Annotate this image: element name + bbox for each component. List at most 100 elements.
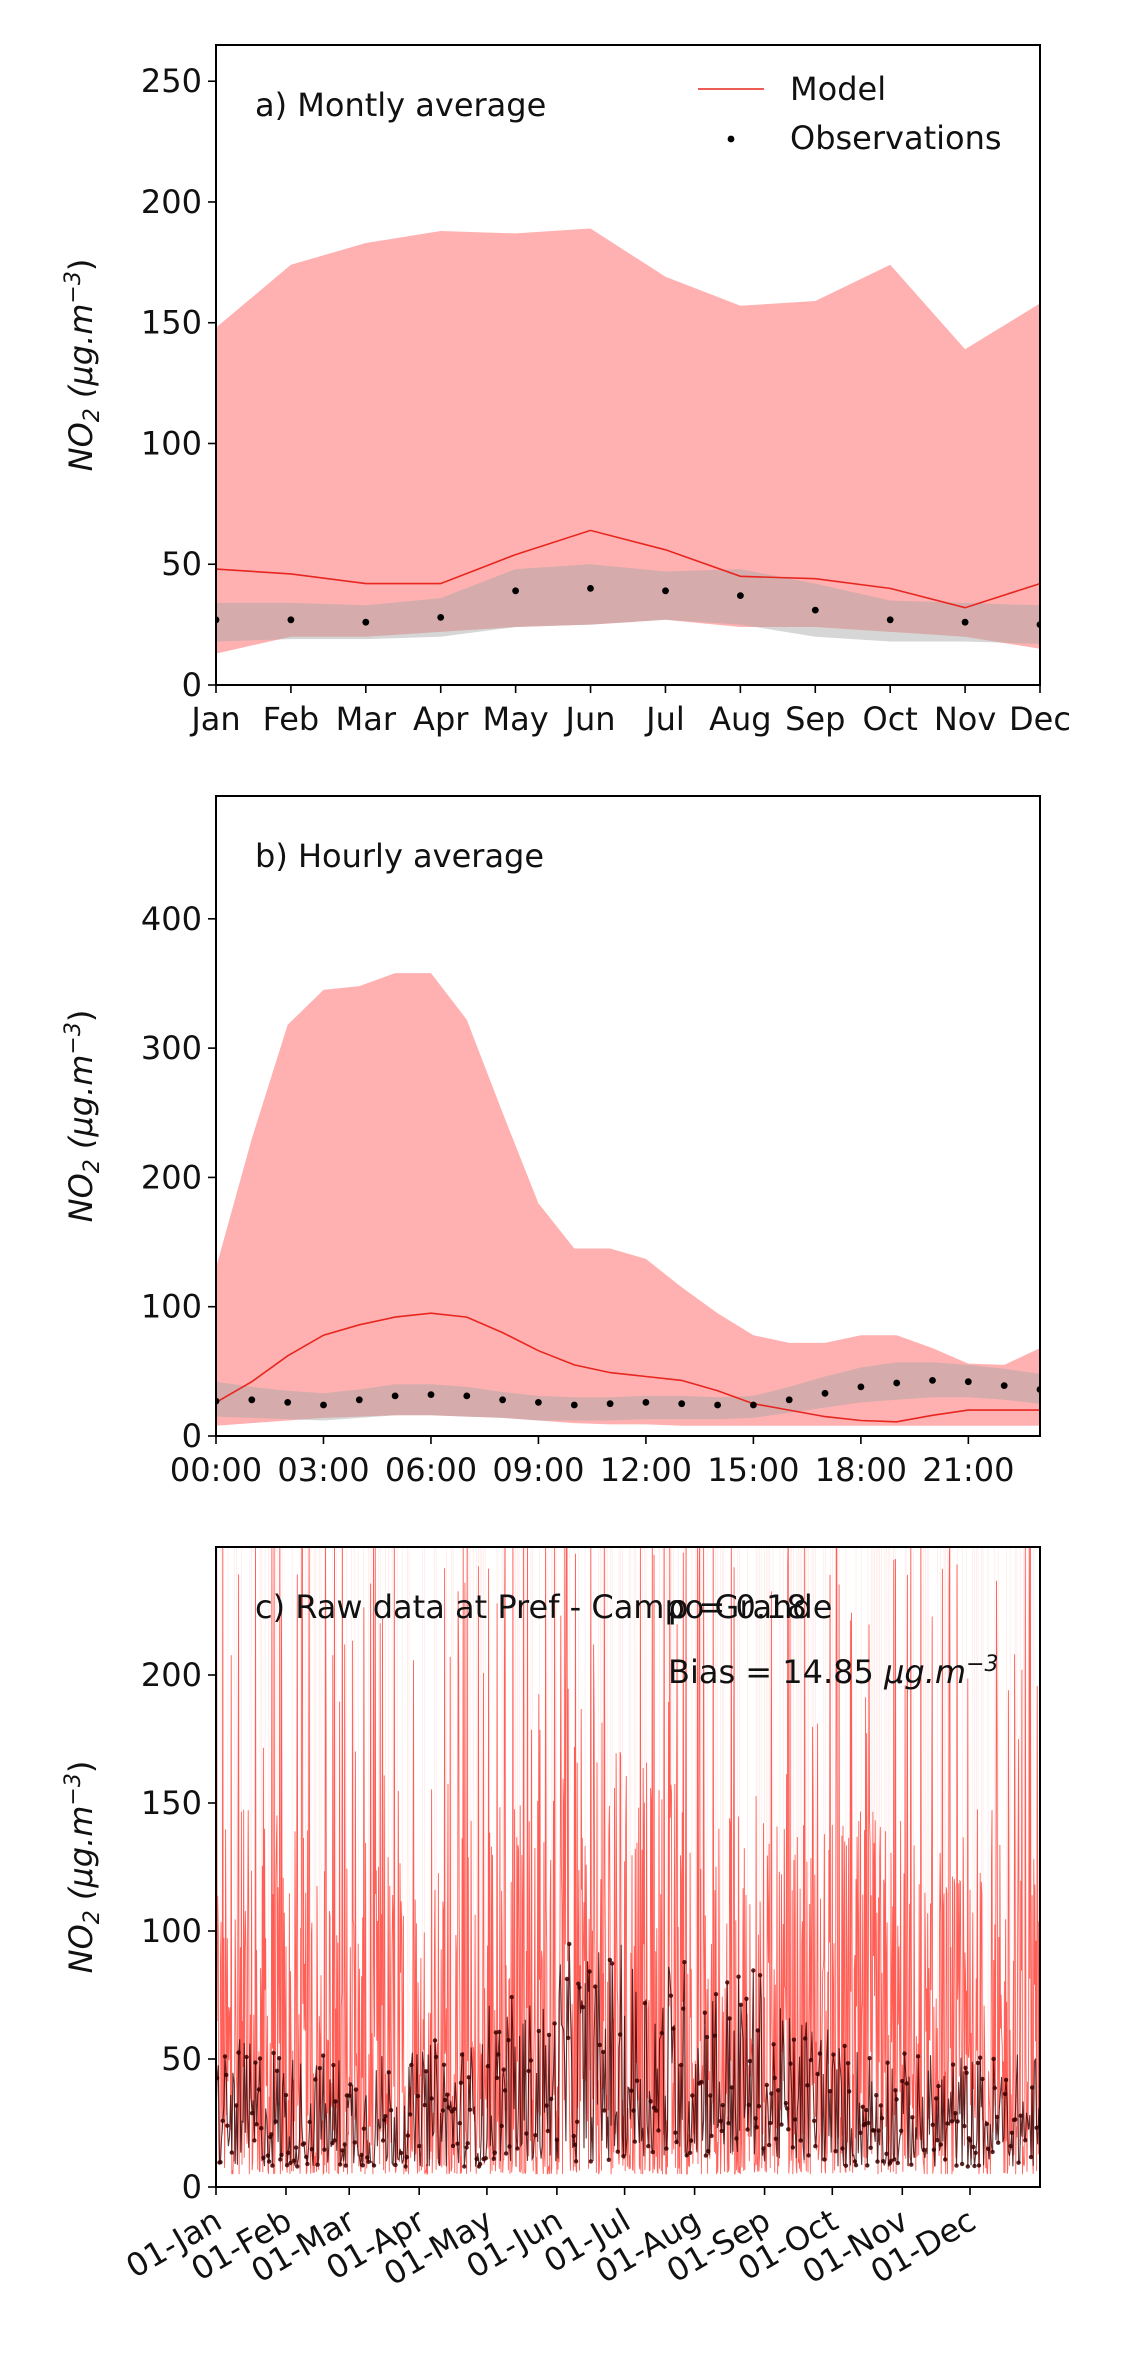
observation-point — [1000, 1382, 1008, 1389]
model-line — [216, 1312, 1040, 1423]
y-tick-label: 50 — [161, 2040, 202, 2078]
y-tick-label: 0 — [182, 1417, 202, 1455]
x-tick-label: 12:00 — [600, 1451, 692, 1489]
observation-point — [886, 616, 894, 624]
observation-point — [857, 1383, 865, 1391]
x-tick-label: Sep — [785, 700, 845, 738]
x-tick-label: Jan — [189, 700, 240, 738]
y-tick-label: 0 — [182, 2168, 202, 2206]
plot-frame — [215, 44, 1041, 686]
observation-point — [964, 1378, 972, 1386]
x-tick-label: Jul — [644, 700, 685, 738]
y-tick-label: 0 — [182, 666, 202, 704]
legend: Model Observations — [698, 70, 1002, 157]
correlation-annotation: ρ = 0.18 — [668, 1588, 807, 1626]
observation-point — [961, 618, 969, 626]
plot-frame — [215, 1546, 1041, 2188]
observation-point — [512, 587, 519, 595]
observation-point — [248, 1396, 256, 1404]
x-tick-label: 03:00 — [277, 1451, 369, 1489]
x-tick-label: 15:00 — [707, 1451, 799, 1489]
panel-title: a) Montly average — [255, 86, 546, 124]
x-axis: 00:00 03:00 06:00 09:00 12:00 15:00 18:00 21:00 — [170, 1436, 1014, 1489]
y-axis: 0 100 200 300 400 — [141, 900, 216, 1455]
observation-range-area — [216, 564, 1040, 644]
x-tick-label: 18:00 — [815, 1451, 907, 1489]
model-range-band — [216, 973, 1040, 1426]
y-tick-label: 200 — [141, 1656, 202, 1694]
observation-point — [893, 1379, 901, 1387]
x-tick-label: May — [483, 700, 549, 738]
observation-point — [437, 614, 445, 621]
y-tick-label: 100 — [141, 424, 202, 462]
x-tick-label: Oct — [863, 700, 918, 738]
y-axis: 0 50 100 150 200 — [141, 1656, 216, 2206]
y-axis-label: NO2 (µg.m−3) — [61, 259, 105, 472]
x-tick-label: 09:00 — [492, 1451, 584, 1489]
model-series-line — [216, 529, 1040, 609]
plot-frame — [215, 795, 1041, 1437]
y-tick-label: 300 — [141, 1029, 202, 1067]
observation-point — [785, 1396, 793, 1404]
y-tick-label: 150 — [141, 304, 202, 342]
observation-point — [929, 1377, 936, 1384]
model-range-area — [216, 973, 1040, 1426]
observation-point — [570, 1401, 578, 1409]
observation-range-band — [216, 564, 1040, 644]
x-tick-label: 21:00 — [922, 1451, 1014, 1489]
observation-point — [714, 1401, 721, 1409]
observation-point — [499, 1396, 506, 1404]
observation-points — [216, 1377, 1040, 1409]
observation-range-band — [216, 1362, 1040, 1421]
monthly-average-panel: 0 50 100 150 200 250 Jan Feb Mar Apr May Jun Jul Aug… — [61, 44, 1071, 738]
x-tick-label: 00:00 — [170, 1451, 262, 1489]
observation-point — [750, 1401, 757, 1409]
bias-annotation: Bias = 14.85 µg.m−3 — [668, 1652, 999, 1691]
observation-point — [642, 1399, 650, 1406]
legend-observations-label: Observations — [790, 119, 1002, 157]
observation-point — [662, 587, 669, 595]
y-tick-label: 400 — [141, 900, 202, 938]
x-tick-label: 06:00 — [385, 1451, 477, 1489]
model-range-area — [216, 228, 1040, 654]
y-tick-label: 250 — [141, 62, 202, 100]
y-axis: 0 50 100 150 200 250 — [141, 62, 216, 704]
x-tick-label: Dec — [1009, 700, 1071, 738]
observation-point — [391, 1392, 399, 1400]
x-tick-label: Nov — [934, 700, 996, 738]
observation-point — [287, 616, 295, 624]
y-tick-label: 200 — [141, 1158, 202, 1196]
x-tick-label: Mar — [336, 700, 397, 738]
model-range-band — [216, 228, 1040, 654]
model-series-line — [216, 1312, 1040, 1423]
observation-point — [587, 585, 594, 592]
observation-raw-series — [216, 1941, 1040, 2169]
model-line — [216, 529, 1040, 609]
observation-point — [320, 1401, 327, 1409]
x-axis: 01-Jan01-Feb01-Mar01-Apr01-May01-Jun01-J… — [119, 2187, 982, 2293]
y-axis-label: NO2 (µg.m−3) — [61, 1761, 105, 1974]
x-tick-label: Feb — [263, 700, 320, 738]
observation-point — [678, 1400, 686, 1408]
x-tick-label: Apr — [413, 700, 469, 738]
observation-point — [535, 1399, 542, 1406]
legend-model-label: Model — [790, 70, 886, 108]
observation-point — [355, 1396, 363, 1404]
observation-point — [821, 1389, 829, 1397]
observation-point — [427, 1391, 435, 1398]
observation-range-area — [216, 1362, 1040, 1421]
observation-point — [284, 1399, 292, 1406]
y-tick-label: 100 — [141, 1912, 202, 1950]
observation-point — [362, 618, 370, 626]
hourly-average-panel: 0 100 200 300 400 00:00 03:00 06:00 09:00 12:00 1… — [61, 795, 1041, 1489]
panel-title: c) Raw data at Pref - Campo Grande — [255, 1588, 832, 1626]
legend-observations-swatch — [727, 135, 735, 143]
y-tick-label: 150 — [141, 1784, 202, 1822]
y-tick-label: 200 — [141, 183, 202, 221]
observation-point — [463, 1392, 471, 1400]
panel-title: b) Hourly average — [255, 837, 544, 875]
x-axis: Jan Feb Mar Apr May Jun Jul Aug Sep Oct Nov Dec — [189, 685, 1071, 738]
y-tick-label: 100 — [141, 1288, 202, 1326]
observation-point — [737, 592, 744, 599]
